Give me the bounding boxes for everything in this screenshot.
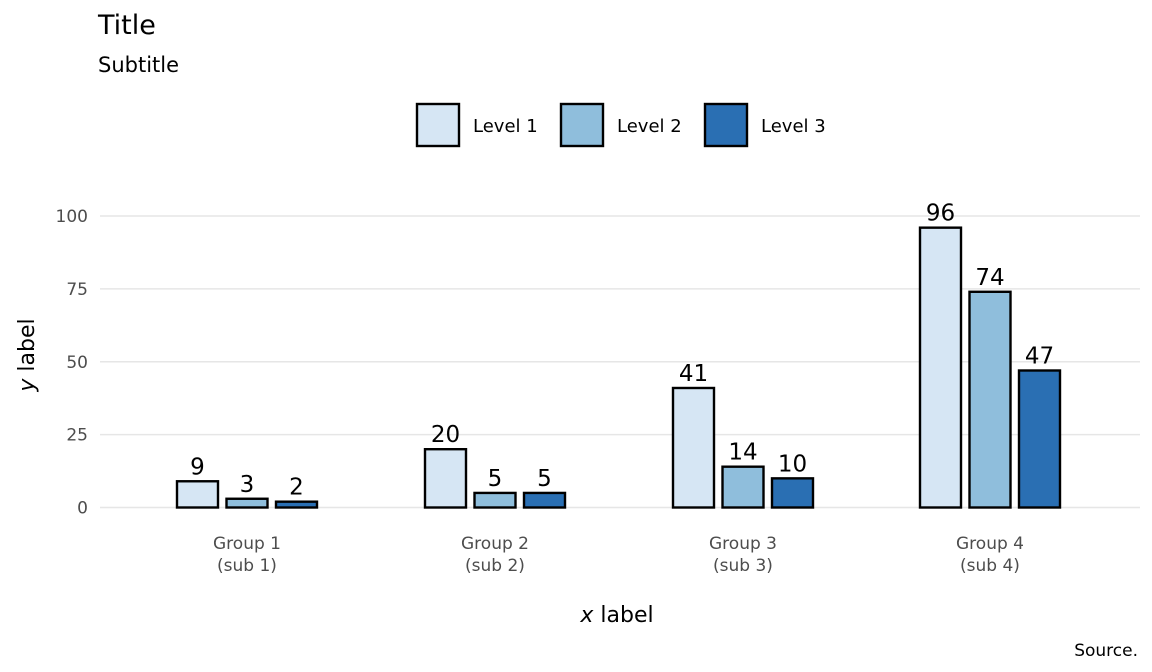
x-axis-label: x label — [579, 603, 653, 628]
x-axis-label-text: label — [600, 603, 653, 628]
x-tick-label: Group 1 — [213, 534, 281, 554]
legend-label: Level 2 — [617, 116, 682, 137]
y-axis-label-italic: y — [15, 378, 40, 393]
value-label: 2 — [289, 475, 304, 501]
value-label: 47 — [1025, 343, 1054, 369]
y-tick-label: 0 — [77, 499, 88, 519]
value-label: 9 — [190, 454, 205, 480]
bar — [1017, 369, 1062, 509]
chart-title: Title — [97, 10, 156, 41]
y-axis-label: y label — [15, 318, 40, 392]
bars — [175, 226, 1062, 509]
y-gridlines — [100, 215, 1140, 509]
value-label: 20 — [431, 422, 460, 448]
legend: Level 1 Level 2 Level 3 — [415, 102, 826, 148]
legend-key — [559, 102, 605, 148]
x-tick-label: Group 3 — [709, 534, 777, 554]
value-label: 41 — [679, 361, 708, 387]
value-label: 74 — [975, 265, 1004, 291]
value-label: 5 — [537, 466, 552, 492]
x-tick-label: Group 2 — [461, 534, 529, 554]
bar — [522, 491, 567, 509]
caption: Source. — [1074, 641, 1138, 661]
y-axis-label-text: label — [15, 318, 40, 371]
x-tick-labels: Group 1(sub 1)Group 2(sub 2)Group 3(sub … — [213, 534, 1024, 576]
bar — [175, 480, 220, 509]
x-tick-label: (sub 1) — [217, 556, 277, 576]
bar — [274, 500, 319, 509]
bar — [968, 290, 1012, 509]
bar — [473, 491, 517, 509]
value-labels: 9 3 2 20 5 5 41 14 10 96 74 47 — [190, 201, 1054, 501]
x-tick-label: (sub 3) — [713, 556, 773, 576]
bar — [671, 386, 716, 509]
legend-label: Level 3 — [761, 116, 826, 137]
x-axis-label-italic: x — [579, 603, 594, 628]
bar — [918, 226, 963, 509]
legend-key — [415, 102, 461, 148]
y-tick-label: 100 — [56, 207, 88, 227]
x-tick-label: Group 4 — [956, 534, 1024, 554]
value-label: 5 — [488, 466, 503, 492]
bar — [770, 477, 815, 509]
value-label: 3 — [240, 472, 255, 498]
chart-subtitle: Subtitle — [98, 53, 179, 77]
y-tick-label: 25 — [66, 426, 88, 446]
value-label: 10 — [778, 451, 807, 477]
y-tick-label: 75 — [66, 280, 88, 300]
bar — [721, 465, 765, 509]
legend-label: Level 1 — [473, 116, 538, 137]
legend-key — [703, 102, 749, 148]
y-tick-label: 50 — [66, 353, 88, 373]
y-tick-labels: 0 25 50 75 100 — [56, 207, 88, 519]
bar — [225, 497, 269, 509]
value-label: 96 — [926, 201, 955, 227]
x-tick-label: (sub 2) — [465, 556, 525, 576]
x-tick-label: (sub 4) — [960, 556, 1020, 576]
value-label: 14 — [728, 440, 757, 466]
bar — [423, 448, 468, 509]
